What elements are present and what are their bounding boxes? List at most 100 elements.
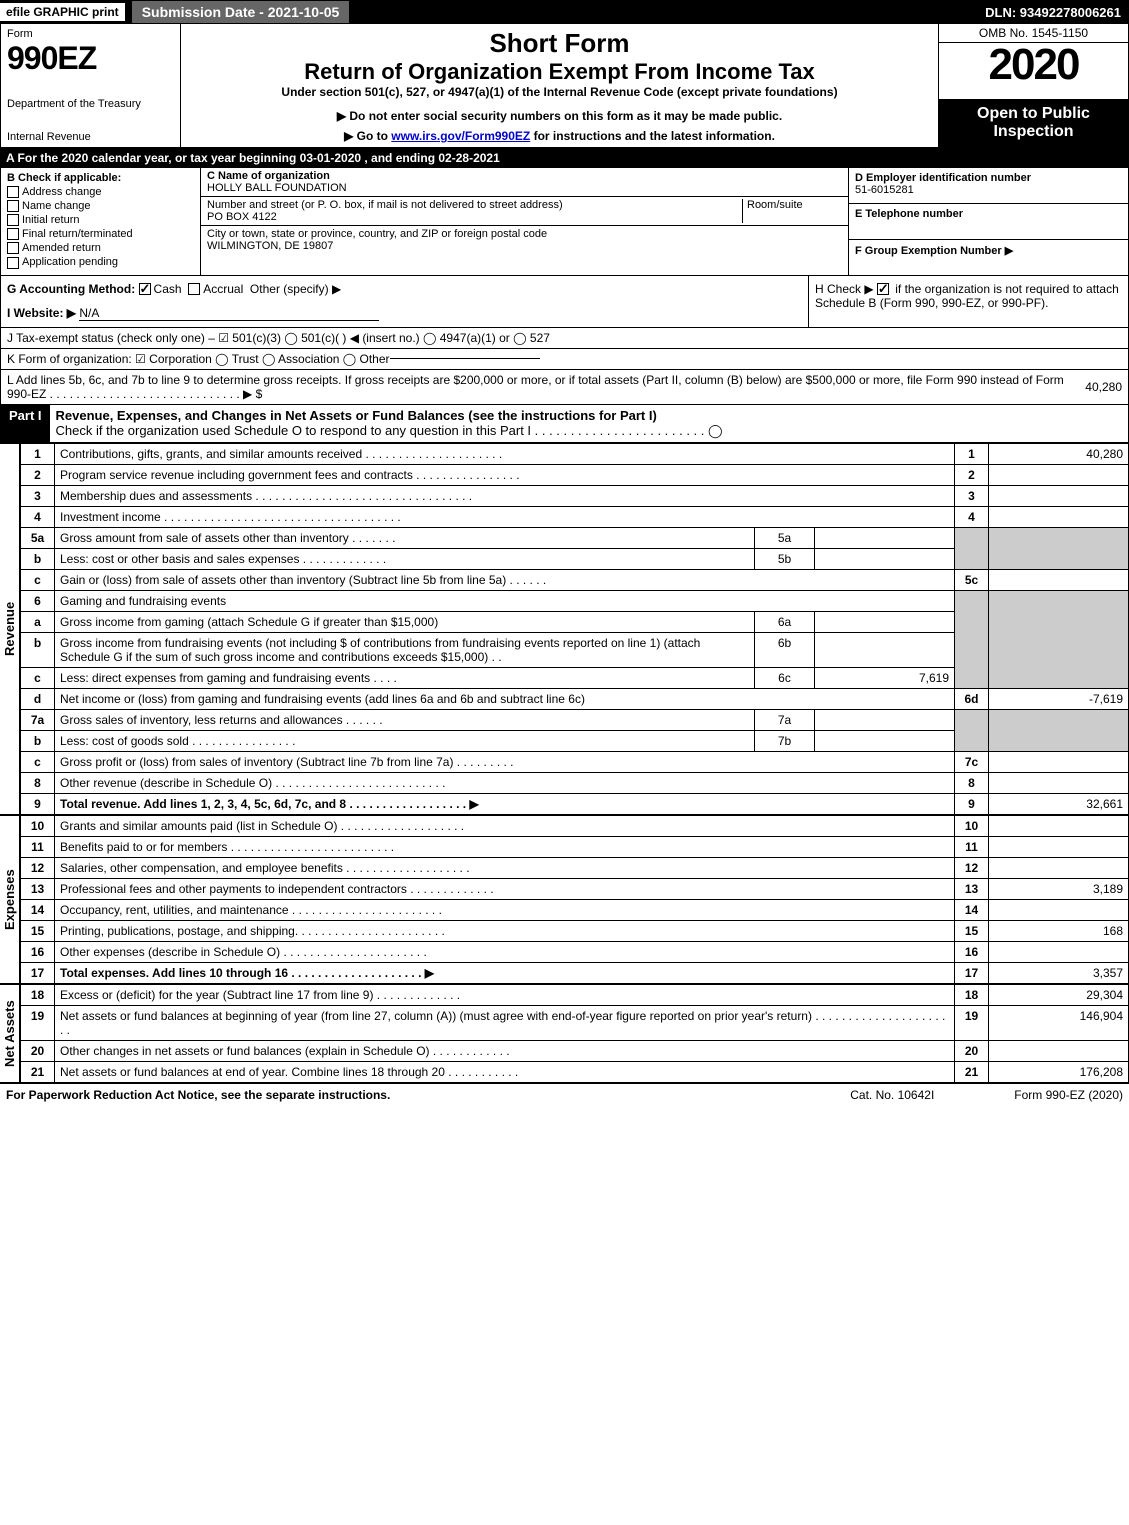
opt-initial-return: Initial return <box>22 214 79 226</box>
d-ein-value: 51-6015281 <box>855 184 914 196</box>
addr-value: PO BOX 4122 <box>207 211 277 223</box>
chk-amended-return[interactable] <box>7 242 19 254</box>
period-strip: A For the 2020 calendar year, or tax yea… <box>0 148 1129 168</box>
row-h: H Check ▶ if the organization is not req… <box>808 276 1128 327</box>
line-4: 4Investment income . . . . . . . . . . .… <box>21 506 1129 527</box>
g-cash: Cash <box>154 282 182 296</box>
line-3: 3Membership dues and assessments . . . .… <box>21 485 1129 506</box>
line-7c: cGross profit or (loss) from sales of in… <box>21 751 1129 772</box>
addr-label: Number and street (or P. O. box, if mail… <box>207 199 563 211</box>
k-other-fill[interactable] <box>390 358 540 359</box>
room-label: Room/suite <box>747 199 803 211</box>
top-bar: efile GRAPHIC print Submission Date - 20… <box>0 0 1129 24</box>
l9-desc: Total revenue. Add lines 1, 2, 3, 4, 5c,… <box>60 797 479 811</box>
line-6d: dNet income or (loss) from gaming and fu… <box>21 688 1129 709</box>
l-text: L Add lines 5b, 6c, and 7b to line 9 to … <box>7 373 1082 401</box>
row-k: K Form of organization: ☑ Corporation ◯ … <box>0 349 1129 370</box>
page-footer: For Paperwork Reduction Act Notice, see … <box>0 1083 1129 1106</box>
row-l: L Add lines 5b, 6c, and 7b to line 9 to … <box>0 370 1129 405</box>
i-website: N/A <box>79 306 379 321</box>
chk-h[interactable] <box>877 283 889 295</box>
line-5a: 5aGross amount from sale of assets other… <box>21 527 1129 548</box>
line-11: 11Benefits paid to or for members . . . … <box>21 836 1129 857</box>
line-20: 20Other changes in net assets or fund ba… <box>21 1040 1129 1061</box>
l-amount: 40,280 <box>1085 380 1122 394</box>
line-10: 10Grants and similar amounts paid (list … <box>21 815 1129 836</box>
part1-title: Revenue, Expenses, and Changes in Net As… <box>56 408 657 423</box>
expenses-table: 10Grants and similar amounts paid (list … <box>20 815 1129 984</box>
section-def: D Employer identification number 51-6015… <box>848 168 1128 275</box>
line-19: 19Net assets or fund balances at beginni… <box>21 1005 1129 1040</box>
section-c: C Name of organization HOLLY BALL FOUNDA… <box>201 168 848 275</box>
city-value: WILMINGTON, DE 19807 <box>207 240 333 252</box>
f-group-label: F Group Exemption Number ▶ <box>855 245 1013 257</box>
k-text: K Form of organization: ☑ Corporation ◯ … <box>7 352 390 366</box>
netassets-table: 18Excess or (deficit) for the year (Subt… <box>20 984 1129 1083</box>
chk-address-change[interactable] <box>7 186 19 198</box>
open-to-public: Open to Public Inspection <box>939 99 1128 147</box>
g-label: G Accounting Method: <box>7 282 135 296</box>
revenue-table: 1Contributions, gifts, grants, and simil… <box>20 443 1129 815</box>
row-j: J Tax-exempt status (check only one) – ☑… <box>0 328 1129 349</box>
header-left: Form 990EZ Department of the Treasury In… <box>1 24 181 147</box>
chk-accrual[interactable] <box>188 283 200 295</box>
expenses-section: Expenses 10Grants and similar amounts pa… <box>0 815 1129 984</box>
form-number: 990EZ <box>7 40 174 77</box>
header-center: Short Form Return of Organization Exempt… <box>181 24 938 147</box>
line-7a: 7aGross sales of inventory, less returns… <box>21 709 1129 730</box>
goto-post: for instructions and the latest informat… <box>530 129 775 143</box>
efile-label: efile GRAPHIC print <box>0 3 125 21</box>
gh-row: G Accounting Method: Cash Accrual Other … <box>0 276 1129 328</box>
line-12: 12Salaries, other compensation, and empl… <box>21 857 1129 878</box>
line-1: 1Contributions, gifts, grants, and simil… <box>21 443 1129 464</box>
opt-amended-return: Amended return <box>22 242 101 254</box>
line-2: 2Program service revenue including gover… <box>21 464 1129 485</box>
b-label: B <box>7 172 15 184</box>
revenue-section: Revenue 1Contributions, gifts, grants, a… <box>0 443 1129 815</box>
line-16: 16Other expenses (describe in Schedule O… <box>21 941 1129 962</box>
d-ein-label: D Employer identification number <box>855 172 1031 184</box>
chk-name-change[interactable] <box>7 200 19 212</box>
check-if-applicable: Check if applicable: <box>18 172 121 184</box>
g-accrual: Accrual <box>203 282 243 296</box>
opt-name-change: Name change <box>22 200 91 212</box>
title-short-form: Short Form <box>189 28 930 59</box>
goto-instructions: ▶ Go to www.irs.gov/Form990EZ for instru… <box>189 129 930 143</box>
form-header: Form 990EZ Department of the Treasury In… <box>0 24 1129 148</box>
submission-date: Submission Date - 2021-10-05 <box>131 0 351 24</box>
chk-cash[interactable] <box>139 283 151 295</box>
dept-irs: Internal Revenue <box>7 131 174 143</box>
part1-check: Check if the organization used Schedule … <box>56 423 723 438</box>
part1-header-row: Part I Revenue, Expenses, and Changes in… <box>0 405 1129 443</box>
chk-application-pending[interactable] <box>7 257 19 269</box>
line-9: 9Total revenue. Add lines 1, 2, 3, 4, 5c… <box>21 793 1129 814</box>
dept-treasury: Department of the Treasury <box>7 98 174 110</box>
line-18: 18Excess or (deficit) for the year (Subt… <box>21 984 1129 1005</box>
part1-label: Part I <box>1 405 50 442</box>
netassets-sidebar: Net Assets <box>0 984 20 1083</box>
goto-pre: ▶ Go to <box>344 129 391 143</box>
footer-mid: Cat. No. 10642I <box>850 1088 934 1102</box>
part1-title-wrap: Revenue, Expenses, and Changes in Net As… <box>50 405 1128 442</box>
goto-link[interactable]: www.irs.gov/Form990EZ <box>391 129 530 143</box>
opt-final-return: Final return/terminated <box>22 228 133 240</box>
org-name: HOLLY BALL FOUNDATION <box>207 182 347 194</box>
line-13: 13Professional fees and other payments t… <box>21 878 1129 899</box>
revenue-sidebar: Revenue <box>0 443 20 815</box>
subtitle-under-section: Under section 501(c), 527, or 4947(a)(1)… <box>189 85 930 99</box>
j-text: J Tax-exempt status (check only one) – ☑… <box>7 331 550 345</box>
org-info-block: B Check if applicable: Address change Na… <box>0 168 1129 276</box>
netassets-section: Net Assets 18Excess or (deficit) for the… <box>0 984 1129 1083</box>
tax-year: 2020 <box>939 43 1128 87</box>
l17-desc: Total expenses. Add lines 10 through 16 … <box>60 966 434 980</box>
city-label: City or town, state or province, country… <box>207 228 547 240</box>
line-5c: cGain or (loss) from sale of assets othe… <box>21 569 1129 590</box>
h-text1: H Check ▶ <box>815 282 874 296</box>
title-return-org: Return of Organization Exempt From Incom… <box>189 59 930 85</box>
chk-initial-return[interactable] <box>7 214 19 226</box>
chk-final-return[interactable] <box>7 228 19 240</box>
expenses-sidebar: Expenses <box>0 815 20 984</box>
line-17: 17Total expenses. Add lines 10 through 1… <box>21 962 1129 983</box>
line-14: 14Occupancy, rent, utilities, and mainte… <box>21 899 1129 920</box>
i-label: I Website: ▶ <box>7 306 76 320</box>
